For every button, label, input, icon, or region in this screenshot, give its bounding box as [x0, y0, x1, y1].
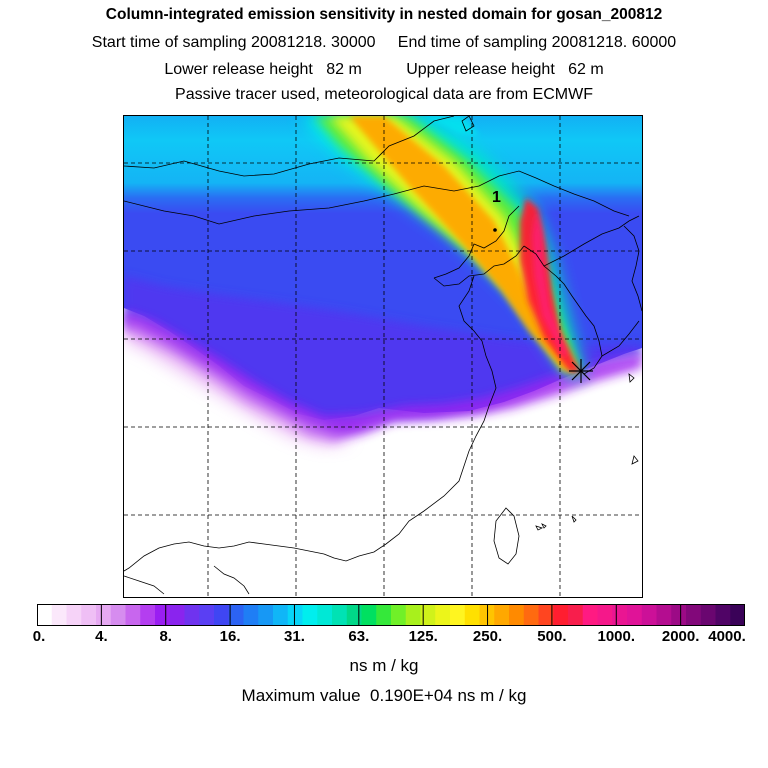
- colorbar-swatch: [686, 604, 702, 626]
- colorbar-swatch: [553, 604, 569, 626]
- colorbar-swatch: [258, 604, 274, 626]
- plume-core-magenta: [532, 211, 568, 356]
- colorbar-swatch: [302, 604, 318, 626]
- colorbar-tick-label: 250.: [472, 628, 503, 645]
- colorbar-swatch: [464, 604, 480, 626]
- colorbar-swatch: [243, 604, 259, 626]
- receptor-star-icon: [569, 359, 593, 383]
- plume-green: [314, 116, 579, 371]
- colorbar-tick-label: 8.: [159, 628, 172, 645]
- colorbar-swatch: [317, 604, 333, 626]
- colorbar-swatch: [376, 604, 392, 626]
- coastlines: [123, 115, 643, 595]
- colorbar-swatch: [66, 604, 82, 626]
- colorbar-swatch: [450, 604, 466, 626]
- colorbar-swatch: [715, 604, 731, 626]
- colorbar-swatch: [140, 604, 156, 626]
- colorbar-swatch: [538, 604, 554, 626]
- colorbar-swatch: [405, 604, 421, 626]
- colorbar-swatch: [479, 604, 495, 626]
- colorbar-swatch: [391, 604, 407, 626]
- colorbar-swatch: [435, 604, 451, 626]
- colorbar-tick-label: 4000.: [708, 628, 746, 645]
- colorbar-swatch: [273, 604, 289, 626]
- colorbar-swatch: [671, 604, 687, 626]
- colorbar-swatch: [332, 604, 348, 626]
- colorbar-swatch: [361, 604, 377, 626]
- colorbar-swatch: [184, 604, 200, 626]
- plume-orange: [349, 116, 576, 371]
- colorbar-swatch: [641, 604, 657, 626]
- colorbar-swatch: [730, 604, 745, 626]
- colorbar-swatch: [523, 604, 539, 626]
- colorbar-swatch: [169, 604, 185, 626]
- colorbar-swatch: [214, 604, 230, 626]
- colorbar-swatch: [125, 604, 141, 626]
- colorbar-swatch: [612, 604, 628, 626]
- colorbar-swatch: [597, 604, 613, 626]
- colorbar-units: ns m / kg: [349, 656, 419, 675]
- colorbar-tick-label: 1000.: [597, 628, 636, 645]
- map-canvas: 1: [123, 115, 643, 597]
- colorbar-swatch: [420, 604, 436, 626]
- colorbar-swatch: [582, 604, 598, 626]
- colorbar-swatch: [494, 604, 510, 626]
- colorbar-swatch: [51, 604, 67, 626]
- colorbar-swatch: [228, 604, 244, 626]
- colorbar-swatch: [509, 604, 525, 626]
- colorbar-swatch: [96, 604, 112, 626]
- colorbar-swatch: [627, 604, 643, 626]
- colorbar-tick-label: 31.: [284, 628, 305, 645]
- colorbar-tick-label: 125.: [408, 628, 438, 645]
- emission-sensitivity-map: 1: [123, 115, 643, 598]
- colorbar-swatch: [37, 604, 53, 626]
- colorbar-swatch: [568, 604, 584, 626]
- colorbar-tick-label: 0.: [32, 628, 46, 645]
- colorbar-tick-label: 4.: [95, 628, 108, 645]
- sampling-time-line: Start time of sampling 20081218. 30000 E…: [91, 34, 677, 51]
- maximum-value-text: Maximum value 0.190E+04 ns m / kg: [241, 686, 527, 705]
- release-height-line: Lower release height 82 m Upper release …: [164, 61, 604, 78]
- colorbar-swatch: [199, 604, 215, 626]
- colorbar-swatch: [287, 604, 303, 626]
- plume-yellow: [329, 116, 576, 371]
- colorbar-swatch: [110, 604, 126, 626]
- sensitivity-field-pink: [124, 321, 354, 446]
- colorbar-tick-label: 16.: [219, 628, 241, 645]
- plot-title: Column-integrated emission sensitivity i…: [105, 6, 663, 23]
- trajectory-marker-label: 1: [492, 189, 501, 206]
- tracer-info-line: Passive tracer used, meteorological data…: [175, 86, 593, 103]
- colorbar-swatch: [656, 604, 672, 626]
- colorbar-swatch: [81, 604, 97, 626]
- colorbar-tick-label: 500.: [537, 628, 567, 645]
- colorbar-border: [37, 604, 745, 626]
- sensitivity-field-violet: [124, 311, 642, 442]
- colorbar-swatch: [700, 604, 716, 626]
- colorbar-tick-label: 2000.: [661, 628, 700, 645]
- colorbar-swatch: [346, 604, 362, 626]
- colorbar-swatch: [155, 604, 171, 626]
- lat-lon-grid: [124, 116, 642, 597]
- colorbar-tick-label: 63.: [348, 628, 370, 645]
- trajectory-point: [493, 228, 497, 232]
- colorbar: [37, 604, 745, 626]
